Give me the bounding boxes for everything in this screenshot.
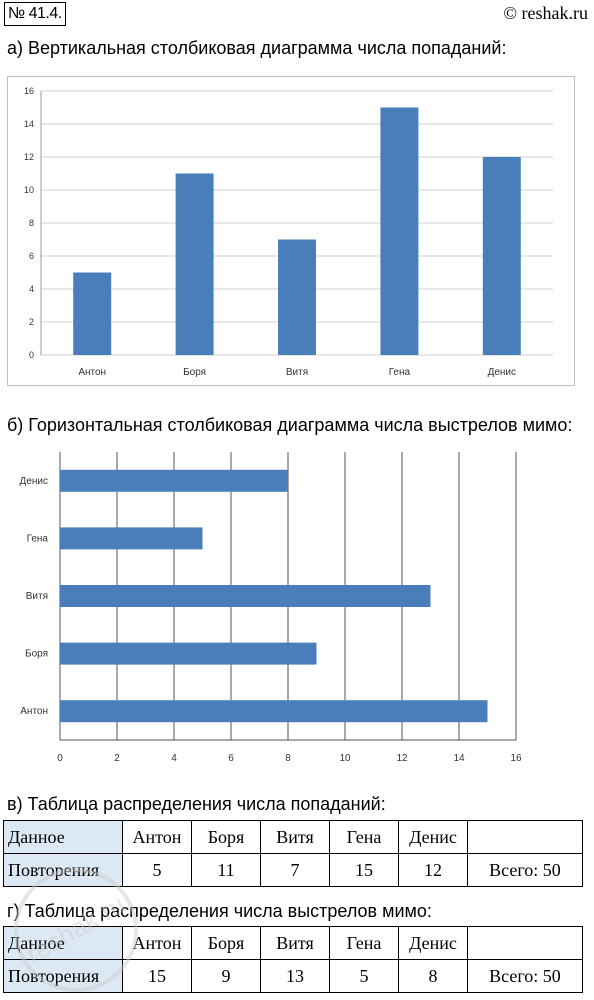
table-cell: 7 [260,853,330,887]
table-cell: Гена [329,926,399,960]
y-tick-label: Гена [27,533,49,544]
heading-b: б) Горизонтальная столбиковая диаграмма … [7,415,573,435]
hits-distribution-table: Данное Антон Боря Витя Гена Денис Повтор… [3,820,583,887]
table-cell: 13 [260,959,330,993]
table-cell: Антон [122,926,192,960]
table-cell [467,820,583,854]
table-cell: 5 [329,959,399,993]
x-tick-label: 12 [396,753,408,764]
bar [60,642,317,665]
y-tick-label: Витя [26,591,48,602]
x-tick-label: 2 [114,753,120,764]
x-tick-label: 4 [171,753,177,764]
x-tick-label: 14 [453,753,465,764]
x-tick-label: Антон [78,367,106,378]
y-tick-label: 16 [24,86,34,96]
y-tick-label: 14 [24,119,34,129]
table-row: Повторения 5 11 7 15 12 Всего: 50 [3,853,583,887]
table-cell: Боря [191,820,261,854]
y-tick-label: 0 [29,350,34,360]
table-cell: 5 [122,853,192,887]
x-tick-label: Гена [389,367,411,378]
table-cell: Витя [260,926,330,960]
vertical-bar-chart: 0 2 4 6 8 10 12 14 16 Антон Боря Витя Гена Денис [24,86,553,378]
bar [60,469,288,492]
x-tick-label: Витя [286,367,308,378]
bar [278,239,316,355]
table-cell: Витя [260,820,330,854]
y-tick-label: Денис [20,476,48,487]
table-row: Данное Антон Боря Витя Гена Денис [3,820,583,854]
table-cell: Боря [191,926,261,960]
table-cell: Гена [329,820,399,854]
table-cell [467,926,583,960]
x-tick-label: 0 [57,753,63,764]
misses-distribution-table: Данное Антон Боря Витя Гена Денис Повтор… [3,926,583,993]
table-cell-header: Данное [3,926,123,960]
x-tick-label: 16 [510,753,522,764]
table-cell: 15 [329,853,399,887]
problem-number: № 41.4. [4,2,66,26]
y-tick-label: 10 [24,185,34,195]
y-tick-label: 2 [29,317,34,327]
bar [380,107,419,355]
heading-g: г) Таблица распределения числа выстрелов… [7,901,432,921]
table-cell-header: Повторения [3,853,123,887]
y-tick-label: Боря [25,649,48,660]
x-tick-label: 8 [285,753,291,764]
x-tick-label: Денис [488,367,516,378]
table-cell: Денис [398,926,468,960]
table-cell: 9 [191,959,261,993]
vertical-chart-frame: 0 2 4 6 8 10 12 14 16 Антон Боря Витя Гена Денис [7,76,575,386]
heading-a: а) Вертикальная столбиковая диаграмма чи… [7,38,507,58]
x-tick-label: 6 [228,753,234,764]
y-tick-label: 4 [29,284,34,294]
bar [60,527,203,550]
table-cell: Денис [398,820,468,854]
bar [60,585,431,607]
y-tick-label: 12 [24,152,34,162]
table-cell: 15 [122,959,192,993]
heading-v: в) Таблица распределения числа попаданий… [7,794,386,814]
y-tick-label: Антон [20,706,48,717]
table-cell-total: Всего: 50 [467,853,583,887]
bar [482,157,521,355]
table-row: Данное Антон Боря Витя Гена Денис [3,926,583,960]
y-tick-label: 8 [29,218,34,228]
bar [60,700,488,723]
table-cell: Антон [122,820,192,854]
x-tick-label: Боря [183,367,206,378]
table-cell-header: Данное [3,820,123,854]
table-cell-header: Повторения [3,959,123,993]
table-cell: 11 [191,853,261,887]
bar [73,272,112,355]
x-tick-label: 10 [339,753,351,764]
bar [175,173,214,355]
horizontal-bar-chart: 0 2 4 6 8 10 12 14 16 Денис Гена Витя Боря Антон [20,452,522,764]
table-cell: 8 [398,959,468,993]
table-row: Повторения 15 9 13 5 8 Всего: 50 [3,959,583,993]
y-tick-label: 6 [29,251,34,261]
site-credit: © reshak.ru [503,3,588,23]
table-cell: 12 [398,853,468,887]
table-cell-total: Всего: 50 [467,959,583,993]
